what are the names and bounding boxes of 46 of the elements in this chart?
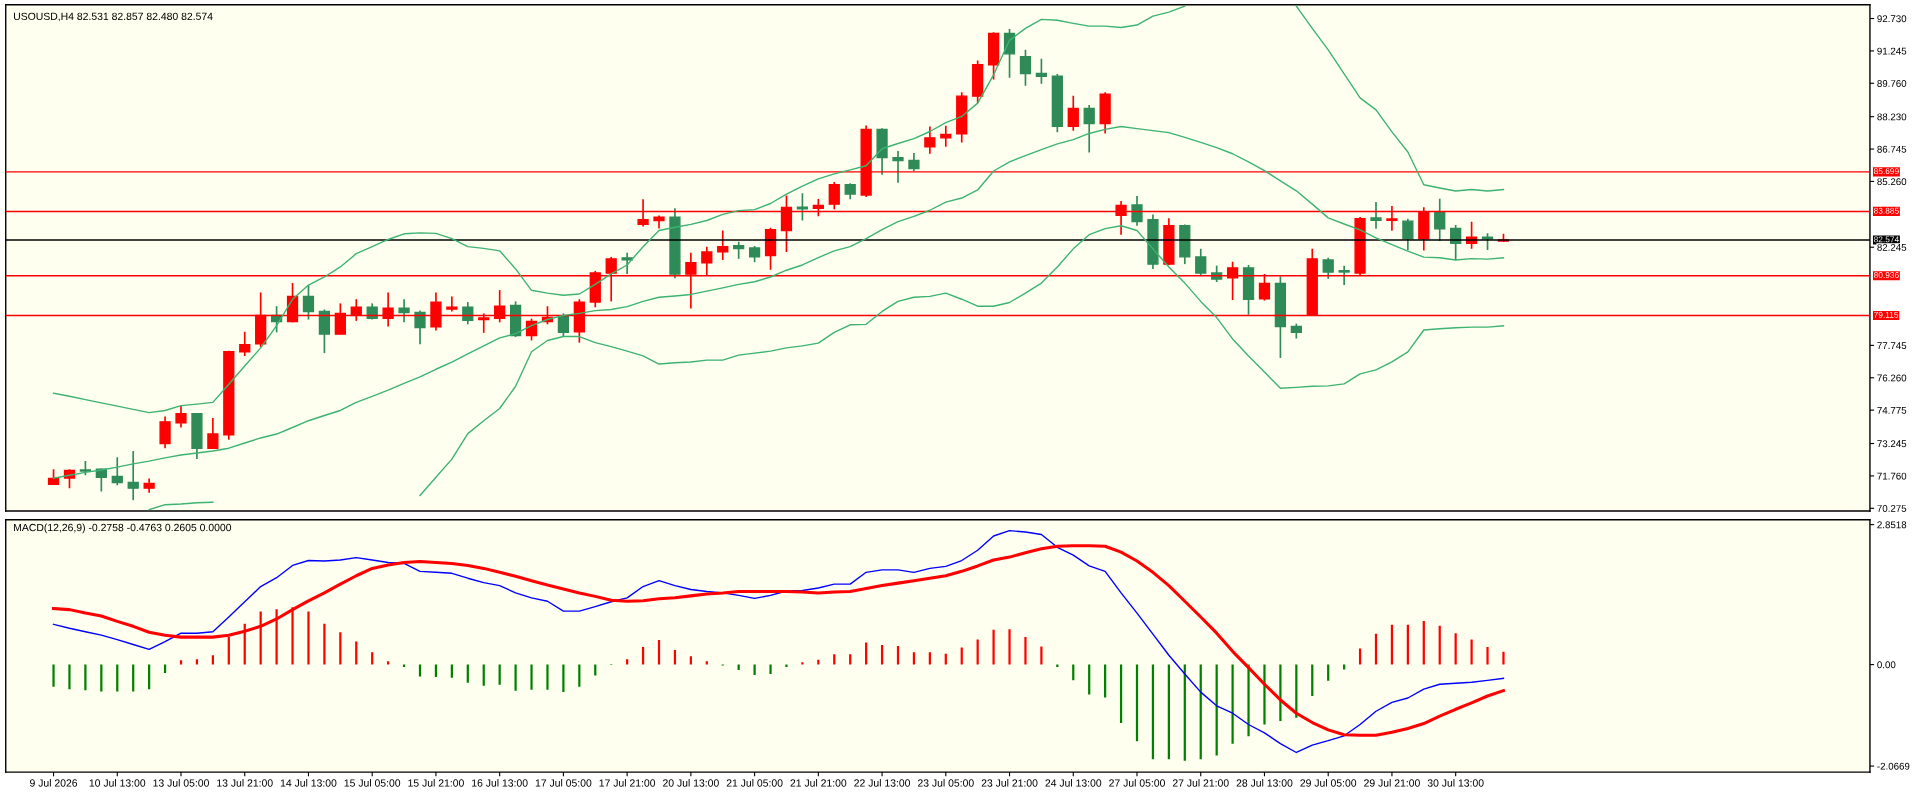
y-tick-label: 0.00: [1877, 661, 1896, 669]
x-tick-label: 21 Jul 05:00: [726, 779, 783, 787]
y-tick-label: 74.775: [1877, 406, 1907, 414]
x-tick-label: 16 Jul 13:00: [472, 779, 528, 787]
ref-line-label: 85.699: [1874, 168, 1899, 175]
ref-line-label: 82.574: [1874, 236, 1899, 243]
x-tick-label: 17 Jul 05:00: [535, 779, 592, 787]
x-tick-label: 17 Jul 21:00: [599, 779, 656, 787]
x-tick-label: 13 Jul 21:00: [217, 779, 273, 787]
ref-line-label: 80.936: [1874, 272, 1899, 279]
x-tick-label: 28 Jul 13:00: [1236, 779, 1293, 787]
y-tick-label: 85.260: [1877, 178, 1907, 186]
y-tick-label: 92.730: [1877, 15, 1907, 23]
x-tick-label: 15 Jul 05:00: [344, 779, 401, 787]
x-tick-label: 29 Jul 21:00: [1364, 779, 1420, 787]
x-tick-label: 29 Jul 05:00: [1300, 779, 1357, 787]
x-tick-label: 14 Jul 13:00: [280, 779, 337, 787]
y-tick-label: 88.230: [1877, 113, 1907, 121]
y-tick-label: -2.0669: [1877, 762, 1910, 770]
x-tick-label: 23 Jul 05:00: [917, 779, 974, 787]
text: USOUSD,H4 82.531 82.857 82.480 82.574: [14, 12, 213, 22]
ref-line-label: 79.115: [1874, 311, 1899, 318]
y-tick-label: 2.8518: [1877, 521, 1907, 529]
x-tick-label: 23 Jul 21:00: [981, 779, 1038, 787]
x-tick-label: 30 Jul 13:00: [1427, 779, 1484, 787]
x-tick-label: 27 Jul 05:00: [1109, 779, 1165, 787]
x-tick-label: 10 Jul 13:00: [89, 779, 146, 787]
x-tick-label: 13 Jul 05:00: [153, 779, 209, 787]
x-tick-label: 24 Jul 13:00: [1045, 779, 1102, 787]
chart-title: MACD(12,26,9) -0.2758 -0.4763 0.2605 0.0000: [14, 523, 232, 534]
y-tick-label: 89.760: [1877, 80, 1907, 87]
y-tick-label: 76.260: [1877, 374, 1907, 382]
y-tick-label: 91.245: [1877, 47, 1907, 55]
y-tick-label: 77.745: [1877, 342, 1907, 349]
x-tick-label: 21 Jul 21:00: [790, 779, 847, 787]
y-tick-label: 71.760: [1877, 472, 1907, 480]
x-tick-label: 22 Jul 13:00: [854, 779, 911, 787]
y-tick-label: 86.745: [1877, 145, 1907, 153]
ref-line-label: 83.885: [1874, 207, 1899, 214]
y-tick-label: 70.275: [1877, 505, 1907, 512]
y-tick-label: 73.245: [1877, 440, 1907, 448]
x-tick-label: 20 Jul 13:00: [663, 779, 719, 787]
x-tick-label: 27 Jul 21:00: [1172, 779, 1229, 787]
x-tick-label: 9 Jul 2026: [29, 779, 78, 787]
y-tick-label: 82.245: [1877, 243, 1907, 251]
x-tick-label: 15 Jul 21:00: [408, 779, 464, 787]
